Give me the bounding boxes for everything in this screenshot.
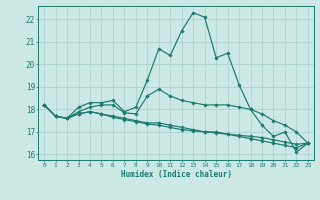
X-axis label: Humidex (Indice chaleur): Humidex (Indice chaleur) (121, 170, 231, 179)
